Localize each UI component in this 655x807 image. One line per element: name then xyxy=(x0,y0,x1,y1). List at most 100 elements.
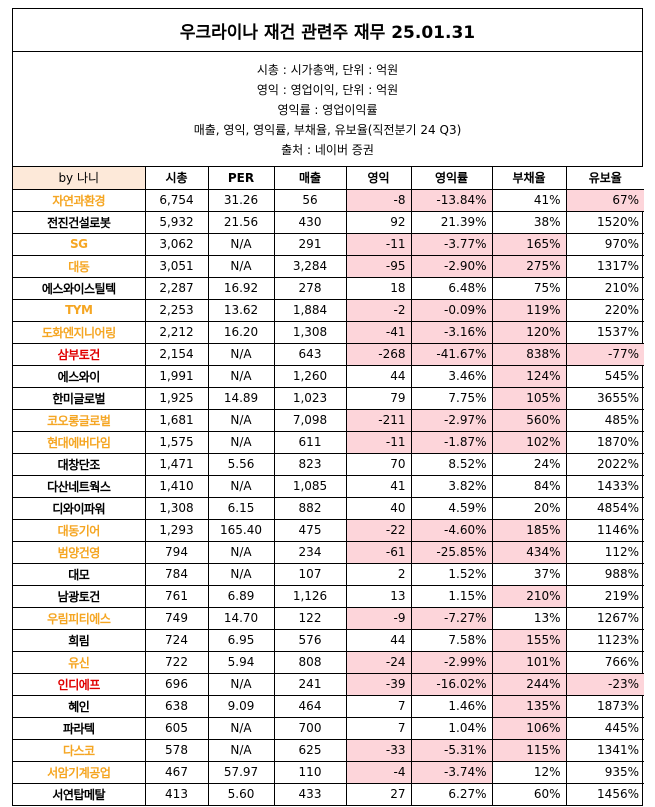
cell-debt-ratio: 115% xyxy=(491,738,567,762)
table-row: TYM 2,253 13.62 1,884 -2 -0.09% 119% 220% xyxy=(13,298,644,322)
table-row: 유신 722 5.94 808 -24 -2.99% 101% 766% xyxy=(13,650,644,674)
cell-debt-ratio: 275% xyxy=(491,254,567,278)
cell-per: N/A xyxy=(207,364,275,388)
table-row: 자연과환경 6,754 31.26 56 -8 -13.84% 41% 67% xyxy=(13,188,644,212)
cell-market-cap: 2,212 xyxy=(144,320,209,344)
cell-operating-margin: -2.90% xyxy=(410,254,493,278)
cell-debt-ratio: 165% xyxy=(491,232,567,256)
cell-market-cap: 467 xyxy=(144,760,209,784)
cell-operating-margin: 3.82% xyxy=(410,474,493,498)
cell-market-cap: 749 xyxy=(144,606,209,630)
cell-operating-margin: -25.85% xyxy=(410,540,493,564)
cell-market-cap: 605 xyxy=(144,716,209,740)
cell-per: N/A xyxy=(207,716,275,740)
cell-operating-margin: -2.97% xyxy=(410,408,493,432)
cell-sales: 56 xyxy=(273,188,347,212)
cell-sales: 1,260 xyxy=(273,364,347,388)
cell-debt-ratio: 12% xyxy=(491,760,567,784)
table-row: 현대에버다임 1,575 N/A 611 -11 -1.87% 102% 1870% xyxy=(13,430,644,454)
cell-per: N/A xyxy=(207,474,275,498)
table-row: 대창단조 1,471 5.56 823 70 8.52% 24% 2022% xyxy=(13,452,644,476)
header-sales: 매출 xyxy=(273,167,347,190)
table-row: 다스코 578 N/A 625 -33 -5.31% 115% 1341% xyxy=(13,738,644,762)
cell-reserve-ratio: 445% xyxy=(565,716,644,740)
cell-per: N/A xyxy=(207,562,275,586)
cell-operating-margin: -3.16% xyxy=(410,320,493,344)
cell-operating-margin: -16.02% xyxy=(410,672,493,696)
cell-reserve-ratio: 210% xyxy=(565,276,644,300)
financial-sheet: 우크라이나 재건 관련주 재무 25.01.31 시총 : 시가총액, 단위 :… xyxy=(12,8,644,806)
cell-stock-name: TYM xyxy=(13,298,146,322)
cell-operating-margin: -4.60% xyxy=(410,518,493,542)
cell-debt-ratio: 244% xyxy=(491,672,567,696)
cell-sales: 625 xyxy=(273,738,347,762)
cell-debt-ratio: 135% xyxy=(491,694,567,718)
table-row: 에스와이 1,991 N/A 1,260 44 3.46% 124% 545% xyxy=(13,364,644,388)
table-row: 디와이파워 1,308 6.15 882 40 4.59% 20% 4854% xyxy=(13,496,644,520)
cell-operating-profit: 79 xyxy=(345,386,412,410)
cell-market-cap: 3,062 xyxy=(144,232,209,256)
header-row: by 나니 시총 PER 매출 영익 영익률 부채율 유보율 xyxy=(13,167,644,190)
cell-reserve-ratio: 485% xyxy=(565,408,644,432)
cell-debt-ratio: 155% xyxy=(491,628,567,652)
cell-operating-profit: -33 xyxy=(345,738,412,762)
cell-sales: 241 xyxy=(273,672,347,696)
cell-stock-name: 도화엔지니어링 xyxy=(13,320,146,344)
cell-reserve-ratio: 1433% xyxy=(565,474,644,498)
cell-reserve-ratio: 766% xyxy=(565,650,644,674)
table-row: 다산네트웍스 1,410 N/A 1,085 41 3.82% 84% 1433% xyxy=(13,474,644,498)
cell-operating-profit: 18 xyxy=(345,276,412,300)
cell-operating-profit: -24 xyxy=(345,650,412,674)
cell-reserve-ratio: 988% xyxy=(565,562,644,586)
cell-per: 57.97 xyxy=(207,760,275,784)
cell-per: 5.60 xyxy=(207,782,275,805)
cell-sales: 1,085 xyxy=(273,474,347,498)
cell-market-cap: 2,253 xyxy=(144,298,209,322)
cell-per: 16.20 xyxy=(207,320,275,344)
cell-market-cap: 413 xyxy=(144,782,209,805)
table-row: 코오롱글로벌 1,681 N/A 7,098 -211 -2.97% 560% 485% xyxy=(13,408,644,432)
cell-operating-margin: -13.84% xyxy=(410,188,493,212)
cell-sales: 107 xyxy=(273,562,347,586)
cell-stock-name: 대동 xyxy=(13,254,146,278)
cell-sales: 700 xyxy=(273,716,347,740)
table-row: 대동기어 1,293 165.40 475 -22 -4.60% 185% 1146% xyxy=(13,518,644,542)
cell-reserve-ratio: 4854% xyxy=(565,496,644,520)
cell-operating-margin: 1.52% xyxy=(410,562,493,586)
table-row: SG 3,062 N/A 291 -11 -3.77% 165% 970% xyxy=(13,232,644,256)
cell-per: N/A xyxy=(207,540,275,564)
cell-debt-ratio: 119% xyxy=(491,298,567,322)
cell-debt-ratio: 75% xyxy=(491,276,567,300)
cell-debt-ratio: 105% xyxy=(491,386,567,410)
cell-debt-ratio: 24% xyxy=(491,452,567,476)
cell-debt-ratio: 37% xyxy=(491,562,567,586)
cell-sales: 808 xyxy=(273,650,347,674)
sheet-title: 우크라이나 재건 관련주 재무 25.01.31 xyxy=(13,9,642,52)
header-operating-margin: 영익률 xyxy=(410,167,493,190)
header-reserve-ratio: 유보율 xyxy=(565,167,644,190)
cell-market-cap: 1,308 xyxy=(144,496,209,520)
cell-reserve-ratio: 1267% xyxy=(565,606,644,630)
cell-debt-ratio: 560% xyxy=(491,408,567,432)
cell-reserve-ratio: 1873% xyxy=(565,694,644,718)
cell-stock-name: 디와이파워 xyxy=(13,496,146,520)
cell-debt-ratio: 13% xyxy=(491,606,567,630)
cell-reserve-ratio: 3655% xyxy=(565,386,644,410)
cell-stock-name: 인디에프 xyxy=(13,672,146,696)
cell-per: 165.40 xyxy=(207,518,275,542)
cell-per: 6.95 xyxy=(207,628,275,652)
cell-operating-profit: 40 xyxy=(345,496,412,520)
cell-stock-name: 에스와이 xyxy=(13,364,146,388)
cell-market-cap: 5,932 xyxy=(144,210,209,234)
cell-debt-ratio: 41% xyxy=(491,188,567,212)
cell-sales: 823 xyxy=(273,452,347,476)
cell-operating-margin: 8.52% xyxy=(410,452,493,476)
cell-operating-profit: 7 xyxy=(345,694,412,718)
table-row: 대모 784 N/A 107 2 1.52% 37% 988% xyxy=(13,562,644,586)
cell-operating-profit: -211 xyxy=(345,408,412,432)
header-debt-ratio: 부채율 xyxy=(491,167,567,190)
table-row: 전진건설로봇 5,932 21.56 430 92 21.39% 38% 1520% xyxy=(13,210,644,234)
cell-stock-name: 남광토건 xyxy=(13,584,146,608)
cell-sales: 430 xyxy=(273,210,347,234)
cell-reserve-ratio: 1317% xyxy=(565,254,644,278)
